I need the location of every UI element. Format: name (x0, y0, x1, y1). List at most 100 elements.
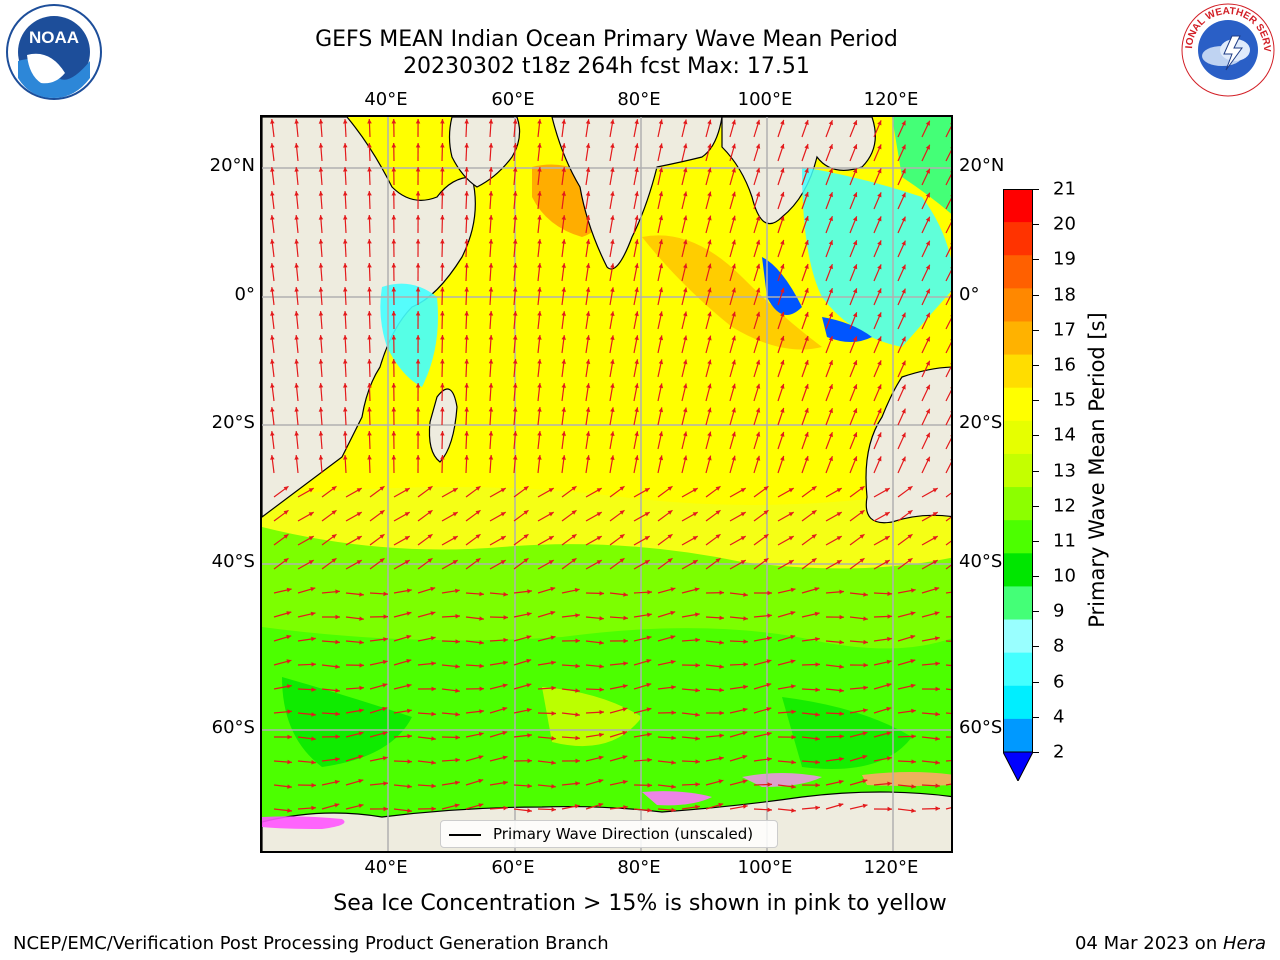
wave-arrow-head (359, 616, 364, 621)
wave-arrow-head (318, 143, 324, 148)
wave-arrow-head (270, 407, 275, 412)
wave-arrow-head (901, 408, 906, 414)
wave-arrow (945, 125, 951, 138)
wave-arrow-head (610, 191, 615, 196)
wave-arrow-head (452, 488, 458, 493)
wave-arrow-head (270, 215, 275, 220)
wave-arrow-head (707, 143, 712, 149)
wave-arrow-head (623, 805, 628, 810)
wave-arrow-head (415, 407, 421, 412)
wave-arrow-head (670, 659, 676, 665)
wave-arrow-head (512, 263, 518, 268)
colorbar-segment (1003, 288, 1033, 322)
wave-arrow-head (430, 611, 436, 616)
wave-arrow-head (358, 803, 364, 808)
wave-arrow-head (551, 685, 556, 691)
wave-arrow-head (478, 803, 484, 808)
wave-arrow-head (731, 431, 736, 437)
wave-arrow-head (294, 431, 299, 436)
wave-arrow-head (523, 558, 529, 563)
wave-arrow-head (707, 359, 712, 365)
wave-arrow-head (839, 688, 844, 693)
wave-arrow-head (755, 239, 761, 245)
wave-arrow-head (571, 510, 577, 515)
wave-arrow-head (755, 431, 761, 437)
wave-arrow-head (658, 455, 664, 461)
wave-arrow-head (815, 712, 820, 717)
wave-arrow (945, 492, 951, 498)
lon-tick-top-4: 100°E (737, 89, 793, 110)
wave-arrow-head (934, 636, 940, 641)
wave-arrow-head (382, 683, 388, 688)
wave-arrow-head (343, 359, 348, 364)
wave-arrow-head (512, 119, 518, 124)
wave-arrow-head (767, 590, 772, 596)
wave-arrow-head (755, 455, 761, 461)
colorbar-segment (1003, 619, 1033, 654)
somali-coast-low (380, 283, 438, 387)
wave-arrow-head (308, 560, 314, 565)
lon-tick-top-1: 40°E (364, 89, 408, 110)
wave-arrow-head (780, 191, 785, 197)
wave-arrow-head (356, 536, 362, 541)
wave-arrow-head (742, 731, 748, 736)
wave-arrow-head (561, 311, 566, 316)
colorbar-tick-label: 6 (1053, 671, 1065, 693)
wave-arrow-head (719, 615, 724, 621)
wave-arrow-head (310, 587, 316, 592)
wave-arrow (945, 807, 951, 810)
wave-arrow-head (596, 488, 602, 493)
wave-arrow-head (859, 534, 865, 539)
wave-arrow-head (406, 659, 412, 664)
wave-arrow-head (286, 684, 292, 689)
wave-arrow-head (667, 558, 673, 563)
wave-arrow-head (431, 661, 436, 666)
wave-arrow-head (877, 312, 882, 318)
colorbar-tick-label: 10 (1053, 565, 1076, 587)
wave-arrow-head (901, 120, 906, 126)
wave-arrow-head (537, 383, 542, 388)
wave-arrow-head (391, 263, 397, 268)
wave-arrow-head (427, 486, 433, 491)
wave-arrow-head (901, 312, 906, 318)
wave-arrow (945, 149, 951, 162)
wave-arrow-head (863, 639, 868, 645)
wave-arrow-head (270, 335, 275, 340)
wave-arrow (945, 437, 951, 450)
wave-arrow-head (790, 659, 796, 664)
wave-arrow-head (575, 758, 580, 764)
wave-arrow-head (475, 510, 481, 515)
wave-arrow-head (828, 432, 833, 438)
wave-arrow-head (804, 408, 809, 413)
wave-arrow-head (863, 616, 868, 621)
wave-arrow-head (950, 339, 951, 341)
wave-arrow-head (415, 359, 421, 364)
chart-title-line1: GEFS MEAN Indian Ocean Primary Wave Mean… (315, 27, 898, 52)
wave-arrow-head (695, 759, 700, 764)
wave-arrow-head (561, 143, 566, 148)
wave-arrow-head (512, 359, 518, 364)
wave-arrow-head (887, 614, 892, 619)
wave-arrow-head (780, 407, 785, 413)
wave-arrow-head (828, 384, 833, 390)
wave-arrow-head (901, 216, 906, 222)
wave-arrow-head (488, 239, 494, 244)
wave-arrow-head (731, 167, 736, 173)
colorbar-segment (1003, 354, 1033, 389)
wave-arrow-head (755, 311, 761, 317)
wave-arrow-head (671, 735, 676, 741)
wave-arrow-head (407, 784, 412, 789)
wave-arrow-head (294, 311, 299, 316)
wave-arrow-head (343, 287, 348, 292)
wave-arrow-head (814, 587, 820, 592)
wave-arrow-head (634, 191, 639, 197)
wave-arrow-head (740, 536, 746, 541)
wave-arrow-head (391, 383, 397, 388)
wave-arrow-head (925, 408, 930, 414)
wave-arrow-head (585, 311, 591, 316)
wave-arrow-head (488, 311, 494, 316)
wave-arrow-head (884, 512, 890, 517)
wave-arrow-head (415, 431, 421, 436)
wave-arrow-head (427, 534, 433, 539)
wave-arrow-head (464, 407, 469, 412)
